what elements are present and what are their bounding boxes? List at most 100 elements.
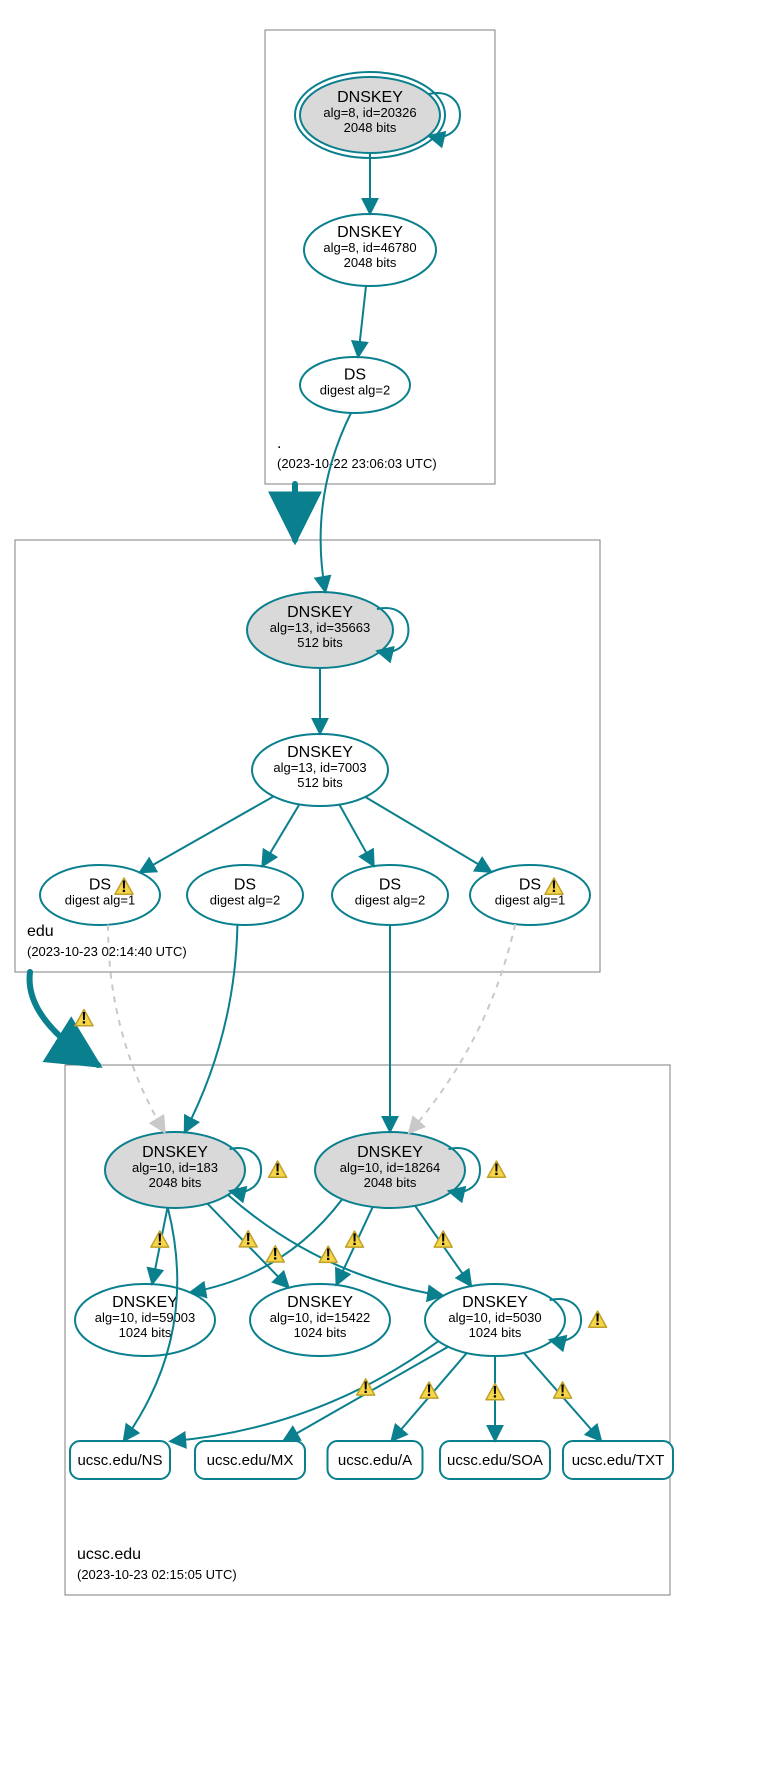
node-text: alg=13, id=7003: [273, 760, 366, 775]
node-text: 2048 bits: [364, 1175, 417, 1190]
svg-text:!: !: [352, 1231, 357, 1249]
node-edu_ksk: DNSKEYalg=13, id=35663512 bits: [247, 592, 408, 668]
node-text: 1024 bits: [119, 1325, 172, 1340]
node-text: DNSKEY: [287, 1294, 353, 1311]
edge: [170, 1341, 438, 1441]
node-text: alg=10, id=15422: [270, 1310, 370, 1325]
node-ucsc_ksk2: DNSKEYalg=10, id=182642048 bits!: [315, 1132, 506, 1208]
warning-icon: !: [151, 1231, 169, 1249]
node-text: DS: [234, 877, 256, 894]
node-text: digest alg=2: [320, 383, 390, 398]
record-label: ucsc.edu/SOA: [447, 1452, 543, 1469]
node-text: DNSKEY: [112, 1294, 178, 1311]
edge: [409, 924, 515, 1133]
svg-text:!: !: [273, 1246, 278, 1264]
warning-icon: !: [488, 1161, 506, 1179]
svg-text:!: !: [494, 1161, 499, 1179]
svg-text:!: !: [560, 1382, 565, 1400]
record-rec_mx: ucsc.edu/MX: [195, 1441, 305, 1479]
node-ucsc_ksk1: DNSKEYalg=10, id=1832048 bits!: [105, 1132, 287, 1208]
zone-label: ucsc.edu: [77, 1546, 141, 1563]
node-text: DS: [344, 367, 366, 384]
node-edu_zsk: DNSKEYalg=13, id=7003512 bits: [252, 734, 388, 806]
record-label: ucsc.edu/NS: [77, 1452, 162, 1469]
node-text: 1024 bits: [294, 1325, 347, 1340]
node-text: DNSKEY: [142, 1144, 208, 1161]
record-label: ucsc.edu/A: [338, 1452, 412, 1469]
zone-label: .: [277, 435, 281, 452]
node-ucsc_zsk3: DNSKEYalg=10, id=50301024 bits!: [425, 1284, 607, 1356]
record-label: ucsc.edu/MX: [207, 1452, 294, 1469]
edge: [262, 804, 299, 866]
node-text: alg=8, id=46780: [323, 240, 416, 255]
node-text: DNSKEY: [287, 604, 353, 621]
svg-text:!: !: [426, 1382, 431, 1400]
node-text: alg=13, id=35663: [270, 620, 370, 635]
node-text: DS: [89, 877, 111, 894]
record-rec_txt: ucsc.edu/TXT: [563, 1441, 673, 1479]
node-text: 2048 bits: [344, 120, 397, 135]
edge: [339, 805, 374, 867]
node-edu_ds2: DSdigest alg=2: [187, 865, 303, 925]
edge: [365, 797, 491, 872]
node-edu_ds1: DSdigest alg=1!: [40, 865, 160, 925]
node-text: DS: [379, 877, 401, 894]
edge: [190, 1199, 342, 1292]
node-edu_ds4: DSdigest alg=1!: [470, 865, 590, 925]
warning-icon: !: [266, 1246, 284, 1264]
node-text: alg=10, id=18264: [340, 1160, 440, 1175]
node-text: alg=10, id=59003: [95, 1310, 195, 1325]
edge: [140, 796, 274, 872]
svg-text:!: !: [275, 1161, 280, 1179]
svg-text:!: !: [81, 1009, 86, 1027]
svg-text:!: !: [363, 1379, 368, 1397]
node-text: DNSKEY: [287, 744, 353, 761]
node-root_ds: DSdigest alg=2: [300, 357, 410, 413]
node-text: 512 bits: [297, 635, 343, 650]
svg-text:!: !: [551, 878, 556, 896]
edge: [185, 925, 238, 1133]
node-text: alg=8, id=20326: [323, 105, 416, 120]
node-text: 1024 bits: [469, 1325, 522, 1340]
svg-text:!: !: [121, 878, 126, 896]
svg-text:!: !: [157, 1231, 162, 1249]
edge: [228, 1195, 443, 1296]
node-text: digest alg=2: [355, 893, 425, 908]
record-rec_soa: ucsc.edu/SOA: [440, 1441, 550, 1479]
edge: [321, 413, 351, 592]
node-text: 512 bits: [297, 775, 343, 790]
node-edu_ds3: DSdigest alg=2: [332, 865, 448, 925]
zone-sublabel: (2023-10-22 23:06:03 UTC): [277, 456, 437, 471]
node-text: DNSKEY: [357, 1144, 423, 1161]
warning-icon: !: [269, 1161, 287, 1179]
svg-text:!: !: [245, 1231, 250, 1249]
node-text: 2048 bits: [344, 255, 397, 270]
zone-label: edu: [27, 923, 54, 940]
node-text: alg=10, id=183: [132, 1160, 218, 1175]
node-root_ksk: DNSKEYalg=8, id=203262048 bits: [295, 72, 460, 158]
svg-text:!: !: [326, 1246, 331, 1264]
warning-icon: !: [319, 1246, 337, 1264]
node-text: DS: [519, 877, 541, 894]
record-label: ucsc.edu/TXT: [572, 1452, 665, 1469]
node-text: DNSKEY: [462, 1294, 528, 1311]
node-text: digest alg=2: [210, 893, 280, 908]
node-ucsc_zsk2: DNSKEYalg=10, id=154221024 bits: [250, 1284, 390, 1356]
node-text: DNSKEY: [337, 224, 403, 241]
record-rec_a: ucsc.edu/A: [328, 1441, 423, 1479]
node-ucsc_zsk1: DNSKEYalg=10, id=590031024 bits: [75, 1284, 215, 1356]
record-rec_ns: ucsc.edu/NS: [70, 1441, 170, 1479]
node-text: alg=10, id=5030: [448, 1310, 541, 1325]
svg-text:!: !: [595, 1311, 600, 1329]
svg-text:!: !: [440, 1231, 445, 1249]
node-root_zsk: DNSKEYalg=8, id=467802048 bits: [304, 214, 436, 286]
node-text: DNSKEY: [337, 89, 403, 106]
edge: [358, 286, 366, 357]
node-text: 2048 bits: [149, 1175, 202, 1190]
warning-icon: !: [434, 1231, 452, 1249]
zone-sublabel: (2023-10-23 02:14:40 UTC): [27, 944, 187, 959]
zone-sublabel: (2023-10-23 02:15:05 UTC): [77, 1567, 237, 1582]
svg-text:!: !: [492, 1383, 497, 1401]
warning-icon: !: [486, 1383, 504, 1401]
warning-icon: !: [589, 1311, 607, 1329]
